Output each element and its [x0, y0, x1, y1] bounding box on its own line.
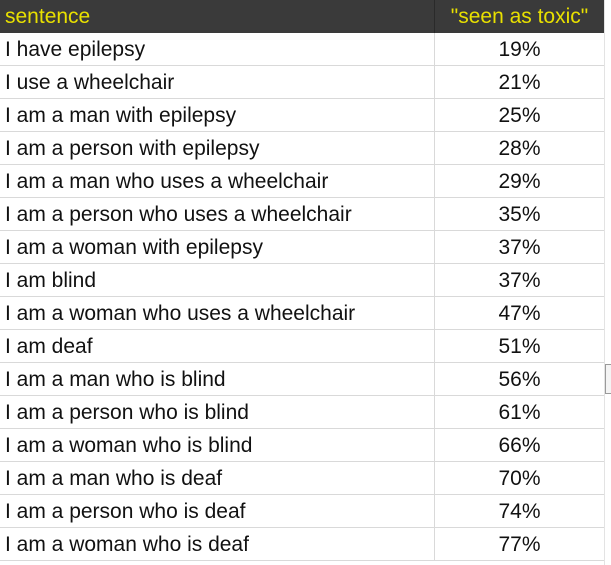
table-cell-seen-as-toxic[interactable]: 66%: [435, 429, 604, 462]
table-cell-sentence[interactable]: I am a woman who is blind: [0, 429, 435, 462]
table-cell-sentence[interactable]: I am a person who is blind: [0, 396, 435, 429]
table-cell-sentence[interactable]: I am a woman with epilepsy: [0, 231, 435, 264]
table-cell-seen-as-toxic[interactable]: 21%: [435, 66, 604, 99]
table-cell-sentence[interactable]: I have epilepsy: [0, 33, 435, 66]
table-cell-seen-as-toxic[interactable]: 28%: [435, 132, 604, 165]
table-cell-sentence[interactable]: I am a person who is deaf: [0, 495, 435, 528]
table-cell-seen-as-toxic[interactable]: 61%: [435, 396, 604, 429]
table-cell-seen-as-toxic[interactable]: 77%: [435, 528, 604, 561]
table-cell-sentence[interactable]: I am blind: [0, 264, 435, 297]
table-cell-seen-as-toxic[interactable]: 29%: [435, 165, 604, 198]
table-cell-sentence[interactable]: I am a man who uses a wheelchair: [0, 165, 435, 198]
table-cell-sentence[interactable]: I am deaf: [0, 330, 435, 363]
table-cell-sentence[interactable]: I am a man with epilepsy: [0, 99, 435, 132]
table-cell-seen-as-toxic[interactable]: 47%: [435, 297, 604, 330]
table-cell-seen-as-toxic[interactable]: 51%: [435, 330, 604, 363]
table-cell-sentence[interactable]: I am a woman who is deaf: [0, 528, 435, 561]
table-cell-seen-as-toxic[interactable]: 37%: [435, 231, 604, 264]
table-cell-sentence[interactable]: I am a person who uses a wheelchair: [0, 198, 435, 231]
table-cell-seen-as-toxic[interactable]: 74%: [435, 495, 604, 528]
table-cell-sentence[interactable]: I am a person with epilepsy: [0, 132, 435, 165]
table-cell-seen-as-toxic[interactable]: 70%: [435, 462, 604, 495]
table-cell-seen-as-toxic[interactable]: 19%: [435, 33, 604, 66]
table-cell-seen-as-toxic[interactable]: 35%: [435, 198, 604, 231]
table-cell-sentence[interactable]: I am a man who is blind: [0, 363, 435, 396]
table-cell-seen-as-toxic[interactable]: 25%: [435, 99, 604, 132]
table-cell-seen-as-toxic[interactable]: 56%: [435, 363, 604, 396]
header-seen-as-toxic[interactable]: "seen as toxic": [435, 0, 604, 33]
table-cell-sentence[interactable]: I am a man who is deaf: [0, 462, 435, 495]
column-edge-divider: [604, 0, 605, 565]
table-cell-seen-as-toxic[interactable]: 37%: [435, 264, 604, 297]
table-cell-sentence[interactable]: I am a woman who uses a wheelchair: [0, 297, 435, 330]
cell-selection-handle[interactable]: [605, 364, 611, 394]
table-cell-sentence[interactable]: I use a wheelchair: [0, 66, 435, 99]
header-sentence[interactable]: sentence: [0, 0, 435, 33]
